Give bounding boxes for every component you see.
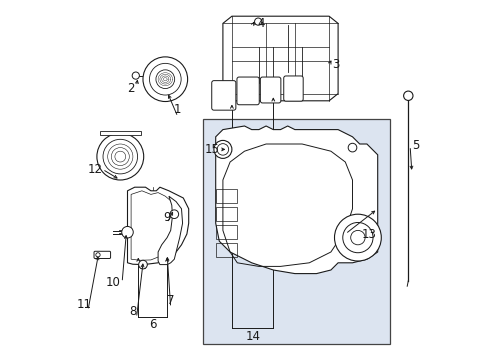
- Circle shape: [347, 143, 356, 152]
- Circle shape: [132, 72, 139, 79]
- Text: 7: 7: [166, 294, 174, 307]
- Circle shape: [97, 133, 143, 180]
- Text: 13: 13: [361, 228, 375, 240]
- Text: 3: 3: [332, 58, 339, 71]
- Text: 12: 12: [87, 163, 102, 176]
- Circle shape: [334, 214, 381, 261]
- FancyBboxPatch shape: [260, 77, 280, 103]
- Polygon shape: [127, 187, 188, 265]
- Circle shape: [122, 226, 133, 238]
- Bar: [215, 243, 237, 257]
- Bar: [215, 189, 237, 203]
- Bar: [215, 207, 237, 221]
- Circle shape: [254, 18, 261, 25]
- FancyBboxPatch shape: [283, 76, 303, 101]
- Text: 6: 6: [149, 318, 156, 330]
- Text: 8: 8: [129, 305, 136, 318]
- Text: 1: 1: [174, 103, 181, 116]
- Circle shape: [96, 253, 100, 257]
- Polygon shape: [158, 196, 182, 265]
- Circle shape: [139, 260, 147, 269]
- Text: 14: 14: [245, 330, 261, 343]
- Text: 5: 5: [411, 139, 418, 152]
- Bar: [215, 225, 237, 239]
- Circle shape: [142, 57, 187, 102]
- Bar: [100, 131, 141, 135]
- Text: 2: 2: [127, 82, 135, 95]
- Circle shape: [213, 140, 231, 158]
- FancyBboxPatch shape: [211, 81, 235, 110]
- Polygon shape: [215, 126, 377, 274]
- FancyBboxPatch shape: [94, 251, 110, 258]
- Text: 4: 4: [256, 17, 264, 30]
- Text: 9: 9: [163, 211, 170, 224]
- Circle shape: [170, 210, 178, 219]
- Polygon shape: [223, 16, 337, 101]
- Text: 11: 11: [77, 298, 92, 311]
- Text: 15: 15: [204, 143, 219, 156]
- Bar: [203, 119, 389, 344]
- FancyBboxPatch shape: [237, 77, 259, 105]
- Text: 10: 10: [105, 276, 120, 289]
